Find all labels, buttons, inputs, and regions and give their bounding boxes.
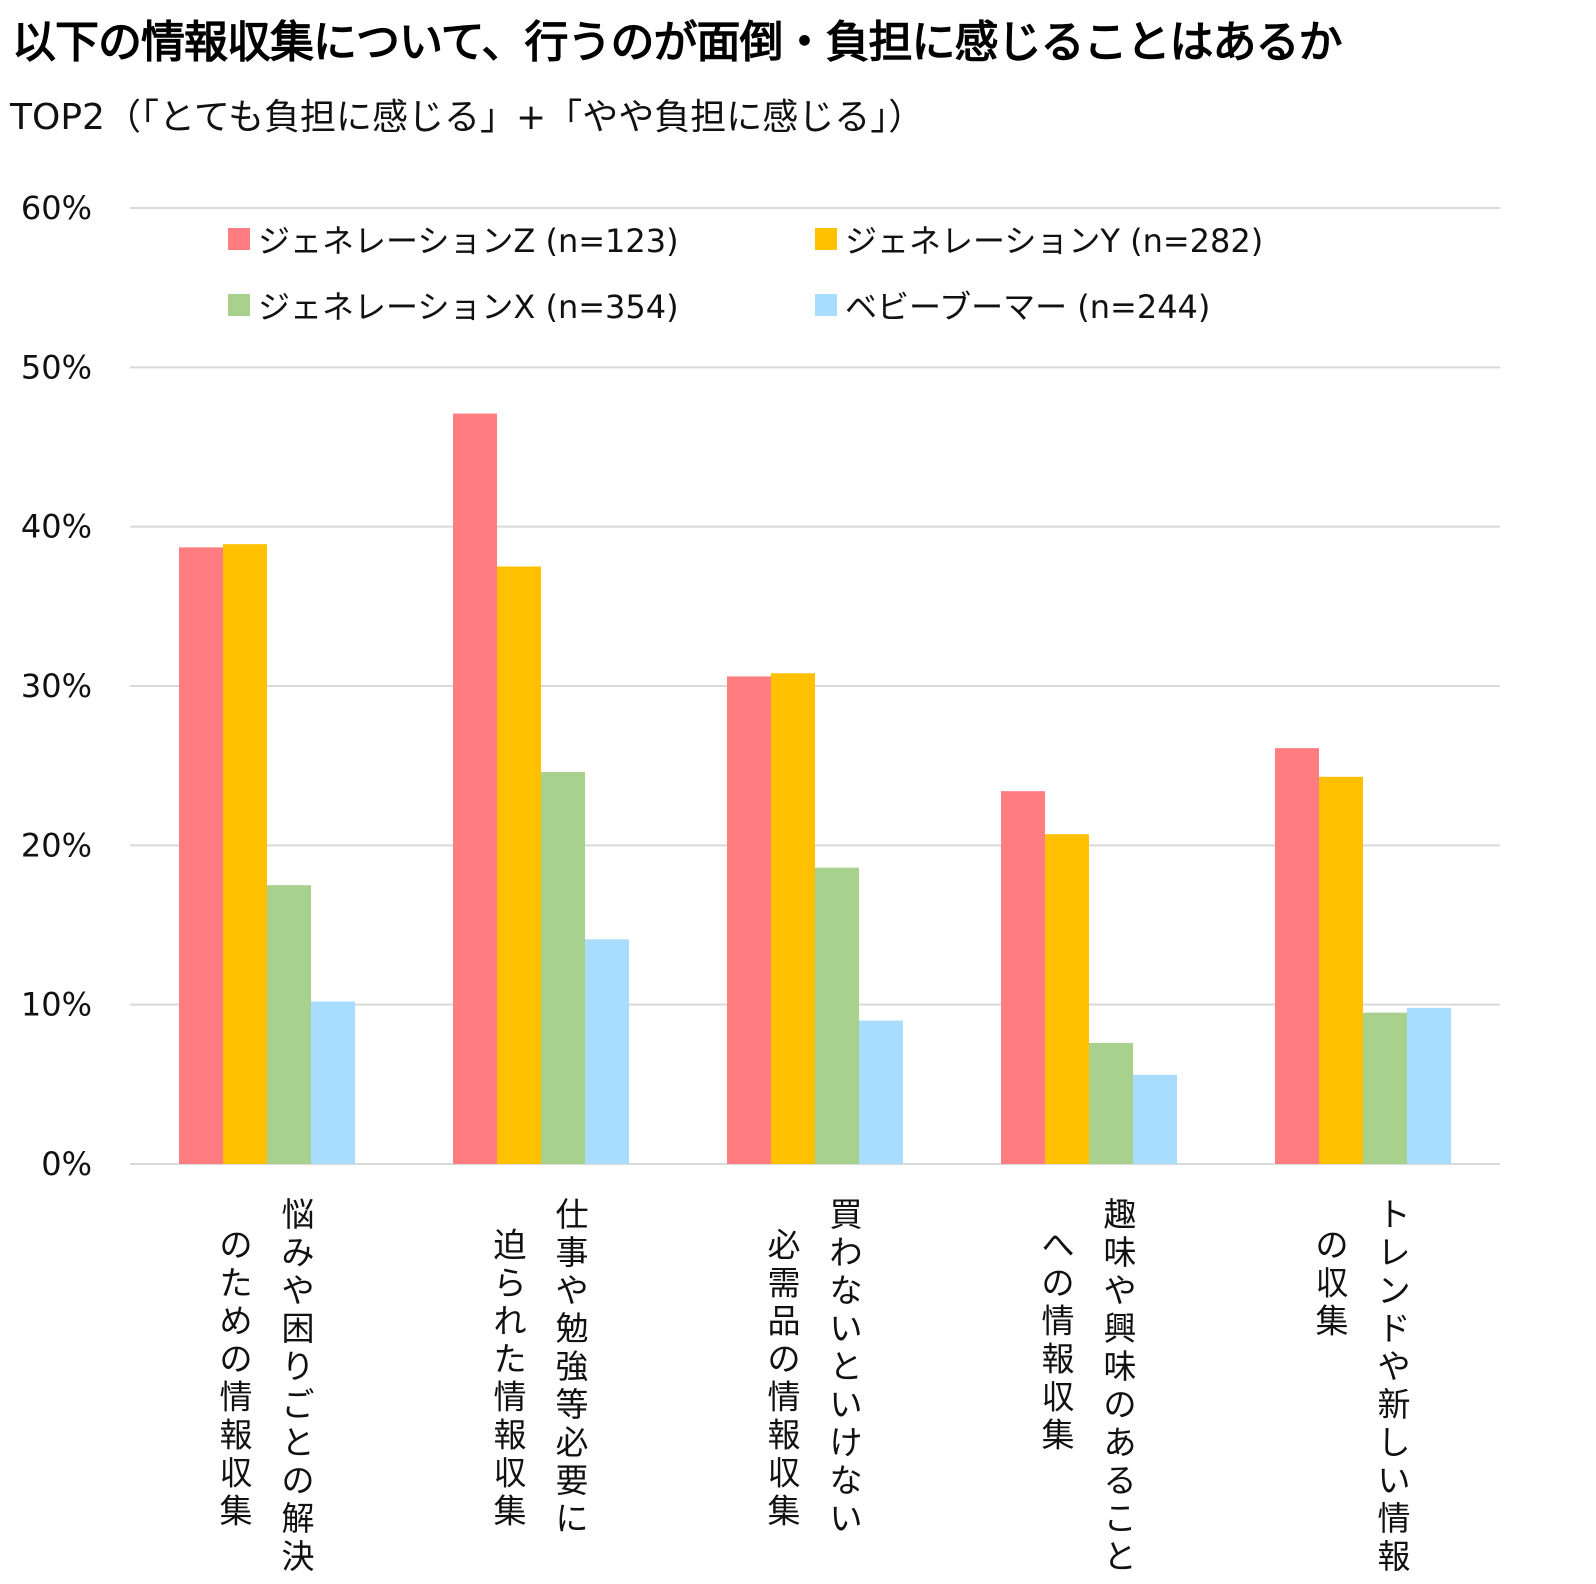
y-tick-label: 20% bbox=[21, 826, 92, 864]
y-tick-label: 30% bbox=[21, 667, 92, 705]
bar-3-2 bbox=[541, 772, 585, 1164]
legend-label: ジェネレーションZ (n=123) bbox=[258, 222, 679, 260]
x-tick-label: 仕事や勉強等必要に bbox=[556, 1195, 589, 1538]
bar-4-4 bbox=[1133, 1074, 1177, 1164]
legend-swatch bbox=[228, 294, 250, 316]
chart-subtitle: TOP2（「とても負担に感じる」+「やや負担に感じる」） bbox=[10, 97, 925, 138]
x-tick-label: 迫られた情報収集 bbox=[494, 1225, 527, 1530]
y-tick-label: 60% bbox=[21, 189, 92, 227]
bar-3-1 bbox=[267, 885, 311, 1164]
x-tick-label: 悩みや困りごとの解決 bbox=[282, 1195, 315, 1576]
y-tick-label: 50% bbox=[21, 348, 92, 386]
x-tick-label: のための情報収集 bbox=[220, 1225, 253, 1530]
bar-1-1 bbox=[179, 547, 223, 1164]
bar-1-2 bbox=[453, 413, 497, 1164]
bar-3-5 bbox=[1363, 1012, 1407, 1164]
legend-swatch bbox=[228, 228, 250, 250]
bar-1-4 bbox=[1001, 791, 1045, 1164]
legend: ジェネレーションZ (n=123) ジェネレーションY (n=282) ジェネレーシ… bbox=[228, 222, 1263, 326]
bar-2-3 bbox=[771, 673, 815, 1164]
legend-label: ベビーブーマー (n=244) bbox=[845, 288, 1210, 326]
bar-1-5 bbox=[1275, 748, 1319, 1164]
legend-label: ジェネレーションY (n=282) bbox=[845, 222, 1263, 260]
y-axis-ticks: 0% 10% 20% 30% 40% 50% 60% bbox=[21, 189, 92, 1183]
y-tick-label: 10% bbox=[21, 986, 92, 1024]
bar-2-4 bbox=[1045, 834, 1089, 1164]
bar-3-4 bbox=[1089, 1042, 1133, 1164]
bar-3-3 bbox=[815, 867, 859, 1164]
chart-title: 以下の情報収集について、行うのが面倒・負担に感じることはあるか bbox=[12, 17, 1342, 68]
legend-swatch bbox=[815, 294, 837, 316]
x-tick-label: 趣味や興味のあること bbox=[1104, 1195, 1137, 1576]
bar-2-1 bbox=[223, 544, 267, 1164]
x-tick-label: への情報収集 bbox=[1042, 1225, 1075, 1454]
bar-4-3 bbox=[859, 1020, 903, 1164]
y-tick-label: 0% bbox=[41, 1145, 92, 1183]
bar-2-2 bbox=[497, 566, 541, 1164]
legend-label: ジェネレーションX (n=354) bbox=[258, 288, 679, 326]
x-tick-label: トレンドや新しい情報 bbox=[1378, 1195, 1411, 1576]
x-tick-label: 必需品の情報収集 bbox=[768, 1225, 801, 1530]
y-tick-label: 40% bbox=[21, 508, 92, 546]
bar-2-5 bbox=[1319, 776, 1363, 1164]
bar-4-2 bbox=[585, 939, 629, 1164]
x-tick-label: の収集 bbox=[1316, 1225, 1349, 1340]
bar-4-1 bbox=[311, 1001, 355, 1164]
legend-swatch bbox=[815, 228, 837, 250]
bar-1-3 bbox=[727, 676, 771, 1164]
x-tick-label: 買わないといけない bbox=[830, 1195, 863, 1538]
bars bbox=[179, 413, 1451, 1164]
bar-4-5 bbox=[1407, 1007, 1451, 1164]
